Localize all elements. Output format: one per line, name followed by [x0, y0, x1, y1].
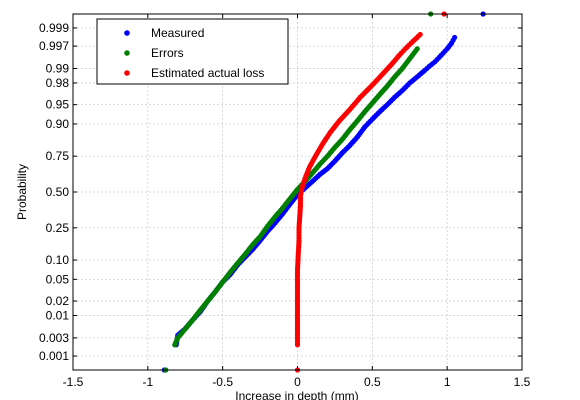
- y-tick-label: 0.25: [46, 221, 70, 235]
- y-tick-label: 0.10: [46, 253, 70, 267]
- y-tick-label: 0.95: [46, 98, 70, 112]
- legend-marker: [124, 70, 130, 76]
- x-tick-label: 1.5: [514, 375, 531, 389]
- y-tick-label: 0.90: [46, 117, 70, 131]
- data-point: [417, 31, 423, 38]
- y-tick-label: 0.01: [46, 309, 70, 323]
- x-tick-label: 1: [444, 375, 451, 389]
- data-point: [414, 46, 420, 52]
- y-tick-label: 0.50: [46, 185, 70, 199]
- y-tick-label: 0.001: [39, 349, 69, 363]
- legend-marker: [124, 30, 130, 36]
- legend-label: Estimated actual loss: [151, 66, 264, 80]
- legend-label: Errors: [151, 46, 184, 60]
- y-tick-label: 0.75: [46, 149, 70, 163]
- x-tick-label: -1.5: [63, 375, 84, 389]
- y-tick-label: 0.05: [46, 272, 70, 286]
- series-estimated-actual-loss: [294, 11, 447, 373]
- x-tick-label: -1: [142, 375, 153, 389]
- x-tick-label: 0.5: [364, 375, 381, 389]
- series-errors: [163, 11, 434, 373]
- legend-marker: [124, 50, 130, 56]
- y-tick-label: 0.997: [39, 39, 69, 53]
- data-points: [161, 11, 486, 373]
- y-axis-label: Probability: [15, 164, 29, 220]
- y-tick-label: 0.02: [46, 294, 70, 308]
- data-point: [452, 34, 458, 41]
- legend: Measured Errors Estimated actual loss: [96, 18, 289, 85]
- y-tick-label: 0.99: [46, 61, 70, 75]
- x-axis-label: Increase in depth (mm): [235, 389, 358, 400]
- legend-label: Measured: [151, 26, 204, 40]
- y-tick-label: 0.003: [39, 331, 69, 345]
- x-tick-label: 0: [294, 375, 301, 389]
- y-tick-label: 0.98: [46, 76, 70, 90]
- x-tick-label: -0.5: [212, 375, 233, 389]
- axis-ticks: -1.5 -1 -0.5 0 0.5 1 1.5 0.001 0.003 0.010.02 0.05…: [39, 14, 531, 389]
- y-tick-label: 0.999: [39, 21, 69, 35]
